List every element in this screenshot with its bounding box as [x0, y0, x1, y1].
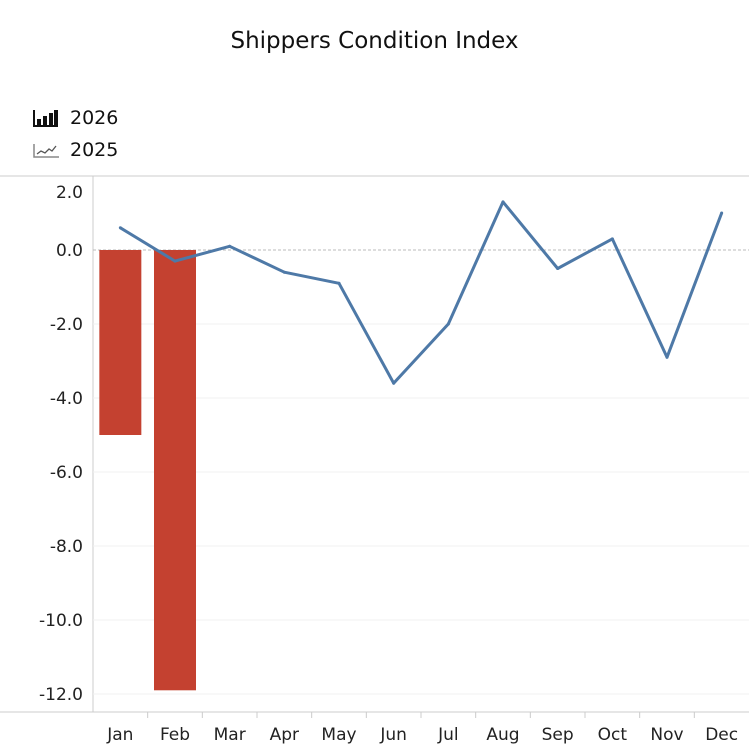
line-point-oct [610, 237, 614, 241]
x-tick-label: Jan [106, 725, 133, 745]
line-point-jan [118, 226, 122, 230]
y-tick-label: 2.0 [56, 183, 83, 203]
y-tick-label: -2.0 [50, 315, 83, 335]
legend-item-2025[interactable]: 2025 [32, 139, 118, 161]
x-tick-label: Jun [379, 725, 407, 745]
y-tick-label: -8.0 [50, 537, 83, 557]
line-point-jun [392, 381, 396, 385]
chart-title: Shippers Condition Index [230, 28, 519, 54]
y-tick-label: -6.0 [50, 463, 83, 483]
x-tick-label: Nov [650, 725, 683, 745]
legend-label: 2026 [70, 107, 119, 129]
y-tick-label: -12.0 [39, 685, 83, 705]
line-point-dec [720, 211, 724, 215]
bar-chart-icon [33, 110, 58, 127]
line-chart-icon [33, 144, 59, 158]
line-point-jul [446, 322, 450, 326]
y-tick-label: -4.0 [50, 389, 83, 409]
line-point-aug [501, 200, 505, 204]
bar-feb [154, 250, 196, 691]
x-tick-label: Jul [437, 725, 459, 745]
x-tick-label: Mar [214, 725, 246, 745]
x-tick-label: Feb [160, 725, 190, 745]
x-tick-label: Oct [598, 725, 628, 745]
x-tick-label: Aug [486, 725, 519, 745]
x-tick-label: May [321, 725, 356, 745]
y-tick-label: 0.0 [56, 241, 83, 261]
x-tick-label: Dec [705, 725, 738, 745]
y-tick-label: -10.0 [39, 611, 83, 631]
x-tick-label: Sep [542, 725, 574, 745]
line-point-sep [556, 267, 560, 270]
legend-label: 2025 [70, 139, 119, 161]
line-point-may [337, 281, 341, 285]
bar-jan [99, 250, 142, 435]
line-point-nov [665, 355, 669, 359]
line-point-feb [173, 259, 177, 263]
x-tick-label: Apr [270, 725, 299, 745]
line-point-mar [228, 244, 232, 248]
line-point-apr [282, 270, 286, 274]
legend-item-2026[interactable]: 2026 [32, 107, 118, 129]
line-2025 [119, 200, 724, 385]
